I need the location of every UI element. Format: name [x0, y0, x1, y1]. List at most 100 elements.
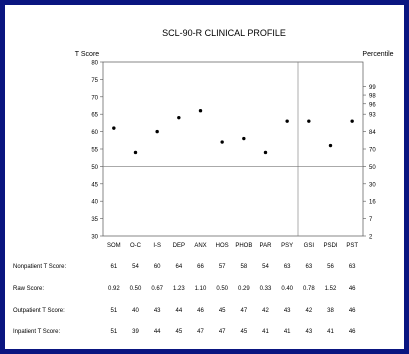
table-cell: 51 [110, 308, 117, 314]
table-cell: 46 [349, 286, 356, 292]
left-tick-label: 55 [91, 148, 98, 154]
table-cell: 43 [154, 308, 161, 314]
right-tick-label: 70 [369, 148, 376, 154]
table-cell: 38 [327, 308, 334, 314]
data-point-dep [177, 115, 181, 120]
x-tick-label: HOS [216, 243, 229, 249]
data-point-psdi [328, 143, 333, 148]
right-tick-label: 98 [369, 94, 376, 100]
table-cell: 0.78 [303, 286, 315, 292]
left-tick-label: 50 [91, 165, 98, 171]
table-cell: 0.50 [130, 286, 142, 292]
table-cell: 45 [219, 308, 226, 314]
table-cell: 45 [175, 329, 182, 335]
data-point-o-c [133, 150, 138, 155]
table-cell: 46 [197, 308, 204, 314]
data-point-psy [285, 119, 289, 123]
data-point-par [263, 150, 268, 155]
table-cell: 42 [305, 308, 312, 314]
table-cell: 58 [240, 264, 247, 270]
table-cell: 61 [110, 264, 117, 270]
x-tick-label: PST [346, 243, 358, 249]
table-cell: 1.23 [173, 286, 185, 292]
chart: SCL-90-R CLINICAL PROFILE T Score Percen… [13, 28, 394, 335]
table-row-label: Nonpatient T Score: [13, 264, 66, 270]
report-frame: SCL-90-R CLINICAL PROFILE T Score Percen… [5, 5, 404, 349]
table-cell: 64 [175, 264, 182, 270]
right-tick-label: 84 [369, 130, 376, 136]
data-point-gsi [307, 119, 311, 123]
table-cell: 43 [284, 308, 291, 314]
left-tick-label: 75 [91, 78, 98, 84]
y-axis-label-right: Percentile [362, 51, 393, 58]
left-tick-label: 35 [91, 217, 98, 223]
left-tick-label: 80 [91, 61, 98, 67]
left-tick-label: 30 [91, 235, 98, 241]
data-point-pst [350, 119, 354, 123]
table-cell: 1.10 [195, 286, 207, 292]
data-point-som [112, 126, 116, 130]
table-cell: 44 [154, 329, 161, 335]
table-cell: 63 [305, 264, 312, 270]
right-tick-label: 2 [369, 235, 373, 241]
right-tick-label: 93 [369, 113, 376, 119]
right-tick-label: 50 [369, 165, 376, 171]
left-axis: 30 35 40 45 50 55 60 65 70 75 80 [91, 61, 103, 241]
left-tick-label: 45 [91, 182, 98, 188]
table-cell: 1.52 [325, 286, 337, 292]
table-cell: 0.33 [260, 286, 272, 292]
data-point-hos [220, 140, 224, 144]
table-cell: 56 [327, 264, 334, 270]
table-cell: 66 [197, 264, 204, 270]
table-cell: 41 [262, 329, 269, 335]
left-tick-label: 60 [91, 130, 98, 136]
table-cell: 40 [132, 308, 139, 314]
right-axis: 99 98 96 93 84 70 50 30 16 7 2 [363, 85, 376, 241]
table-cell: 46 [349, 329, 356, 335]
left-tick-label: 70 [91, 95, 98, 101]
x-tick-label: O-C [130, 243, 142, 249]
table-cell: 60 [154, 264, 161, 270]
table-cell: 47 [197, 329, 204, 335]
table-cell: 0.92 [108, 286, 120, 292]
table-cell: 0.50 [216, 286, 228, 292]
score-table: Nonpatient T Score: 61 54 60 64 66 57 58 54 63 63 5… [13, 264, 356, 335]
x-tick-label: PAR [260, 243, 273, 249]
plot-lines [103, 62, 363, 236]
table-cell: 41 [284, 329, 291, 335]
x-tick-label: PSY [281, 243, 293, 249]
table-row-label: Outpatient T Score: [13, 308, 65, 314]
table-cell: 44 [175, 308, 182, 314]
x-axis-labels: SOM O-C I-S DEP ANX HOS PHOB PAR PSY GSI PSDI PST [107, 243, 358, 249]
table-cell: 46 [349, 308, 356, 314]
y-axis-label-left: T Score [75, 51, 99, 58]
data-point-i-s [155, 129, 159, 134]
x-tick-label: PSDI [323, 243, 337, 249]
table-cell: 45 [240, 329, 247, 335]
data-points [112, 109, 354, 155]
x-tick-label: I-S [153, 243, 161, 249]
table-cell: 0.40 [281, 286, 293, 292]
table-cell: 54 [132, 264, 139, 270]
x-tick-label: PHOB [235, 243, 252, 249]
data-point-anx [198, 109, 203, 113]
x-tick-label: DEP [173, 243, 185, 249]
table-cell: 63 [284, 264, 291, 270]
left-tick-label: 40 [91, 200, 98, 206]
table-cell: 0.29 [238, 286, 250, 292]
plot-area [102, 61, 364, 237]
x-tick-label: SOM [107, 243, 121, 249]
right-tick-label: 30 [369, 182, 376, 188]
right-tick-label: 99 [369, 85, 376, 91]
right-tick-label: 16 [369, 200, 376, 206]
table-cell: 43 [305, 329, 312, 335]
table-cell: 57 [219, 264, 226, 270]
table-cell: 47 [219, 329, 226, 335]
x-tick-label: ANX [194, 243, 206, 249]
table-cell: 0.67 [151, 286, 163, 292]
table-row-label: Raw Score: [13, 286, 44, 292]
table-cell: 63 [349, 264, 356, 270]
right-tick-label: 96 [369, 102, 376, 108]
table-cell: 41 [327, 329, 334, 335]
chart-title: SCL-90-R CLINICAL PROFILE [162, 28, 286, 38]
